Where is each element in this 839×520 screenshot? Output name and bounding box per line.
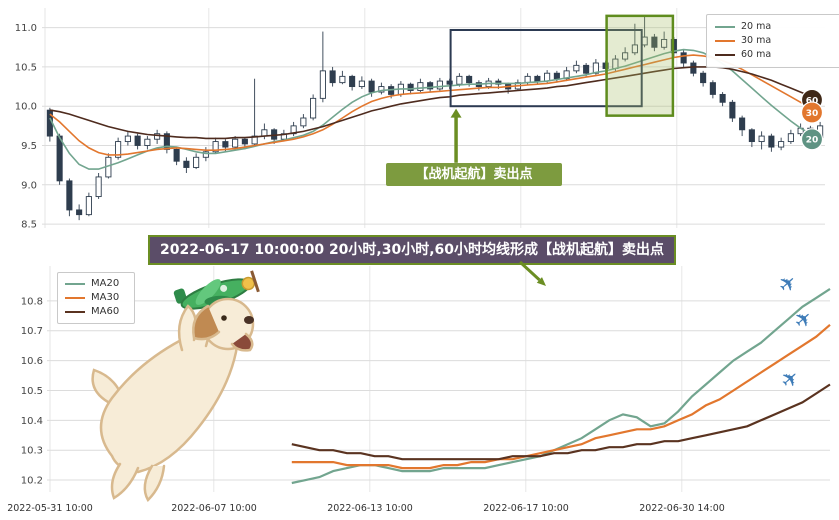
legend-item: MA20 <box>65 277 127 291</box>
highlight-box-green <box>605 14 675 117</box>
ma-end-badge-30: 30 <box>800 101 824 124</box>
dog-catching-plane-illustration <box>78 260 278 506</box>
y-tick-label: 11.0 <box>15 23 37 34</box>
y-tick-label: 10.0 <box>15 102 37 113</box>
top-chart-legend: 20 ma 30 ma 60 ma <box>706 14 839 68</box>
ma30-line-swatch <box>65 297 85 299</box>
y-tick-label: 10.4 <box>21 416 43 427</box>
candlestick-chart: 8.59.09.510.010.511.0603020 <box>15 8 825 231</box>
ma20-line-swatch <box>65 283 85 285</box>
legend-item: MA30 <box>65 291 127 305</box>
airplane-icon: ✈ <box>773 269 802 299</box>
x-tick-label: 2022-06-30 14:00 <box>639 503 725 514</box>
ma60-line-swatch <box>65 311 85 313</box>
legend-item: 60 ma <box>715 48 833 62</box>
svg-text:20: 20 <box>806 136 819 146</box>
ma-line <box>291 383 831 461</box>
legend-item: 20 ma <box>715 20 833 34</box>
legend-label: MA60 <box>91 306 120 317</box>
y-tick-label: 10.7 <box>21 326 43 337</box>
x-tick-label: 2022-06-07 10:00 <box>171 503 257 514</box>
y-tick-label: 8.5 <box>21 220 37 231</box>
svg-text:30: 30 <box>806 109 819 119</box>
sell-point-badge: 【战机起航】卖出点 <box>386 163 562 186</box>
x-tick-label: 2022-05-31 10:00 <box>7 503 93 514</box>
bottom-chart-legend: MA20 MA30 MA60 <box>57 272 135 324</box>
y-tick-label: 10.6 <box>21 356 43 367</box>
ma-line <box>49 66 821 140</box>
dog-icon <box>91 297 255 503</box>
legend-label: 60 ma <box>741 49 772 60</box>
legend-item: MA60 <box>65 305 127 319</box>
sell-arrow-up <box>450 108 462 163</box>
highlight-box-dark <box>449 29 643 108</box>
ma60-line-swatch <box>715 54 735 56</box>
y-tick-label: 10.5 <box>15 62 37 73</box>
legend-label: MA30 <box>91 292 120 303</box>
x-tick-label: 2022-06-13 10:00 <box>327 503 413 514</box>
ma30-line-swatch <box>715 40 735 42</box>
legend-label: 20 ma <box>741 21 772 32</box>
legend-label: 30 ma <box>741 35 772 46</box>
ma-lines <box>291 287 831 485</box>
ma-line-chart: 10.2 10.3 10.4 10.5 10.6 10.7 10.8 ✈ ✈ ✈ <box>21 260 831 492</box>
ma-line <box>49 54 821 156</box>
ma-line <box>291 287 831 485</box>
signal-caption: 2022-06-17 10:00:00 20小时,30小时,60小时均线形成【战… <box>148 235 677 265</box>
airplane-markers: ✈ ✈ ✈ <box>773 269 818 394</box>
legend-label: MA20 <box>91 278 120 289</box>
y-tick-label: 10.2 <box>21 476 43 487</box>
y-tick-label: 10.3 <box>21 446 43 457</box>
airplane-icon: ✈ <box>789 305 818 335</box>
ma-line <box>291 323 831 470</box>
y-tick-label: 9.0 <box>21 180 37 191</box>
ma20-line-swatch <box>715 26 735 28</box>
ma-end-badge-20: 20 <box>800 128 824 151</box>
airplane-icon: ✈ <box>776 364 805 394</box>
legend-item: 30 ma <box>715 34 833 48</box>
ma-lines <box>49 48 821 170</box>
y-tick-label: 10.8 <box>21 296 43 307</box>
caption-arrow <box>518 260 546 286</box>
x-tick-label: 2022-06-17 10:00 <box>483 503 569 514</box>
y-tick-label: 9.5 <box>21 141 37 152</box>
y-tick-label: 10.5 <box>21 386 43 397</box>
